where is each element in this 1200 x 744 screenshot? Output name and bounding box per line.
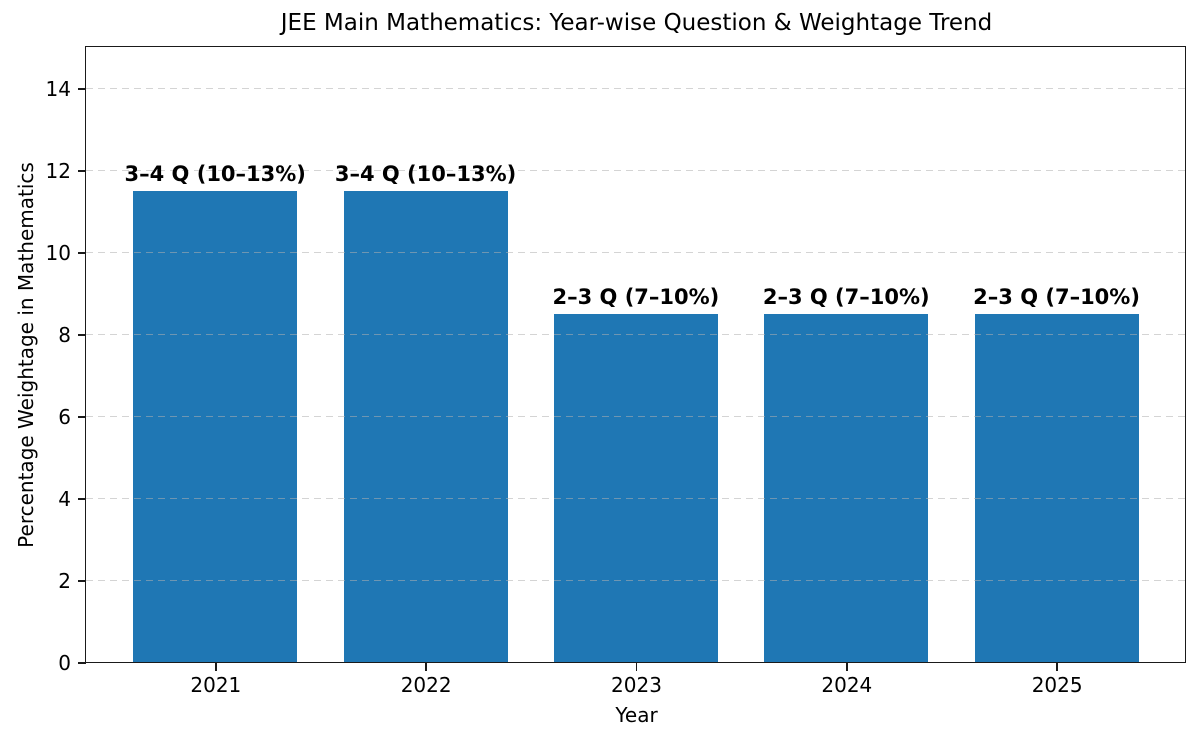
x-tick-label-2025: 2025 — [1031, 673, 1083, 697]
bar-annotation-2025: 2–3 Q (7–10%) — [973, 284, 1140, 309]
y-tick-mark-10 — [78, 252, 86, 254]
gridline-y-12 — [86, 169, 1186, 172]
y-tick-mark-6 — [78, 416, 86, 418]
y-tick-mark-4 — [78, 498, 86, 500]
y-tick-mark-8 — [78, 334, 86, 336]
bar-annotation-2024: 2–3 Q (7–10%) — [762, 284, 930, 309]
gridline-y-14 — [86, 87, 1186, 90]
y-tick-mark-14 — [78, 88, 86, 90]
x-tick-mark-2024 — [846, 663, 848, 671]
gridline-y-4 — [86, 497, 1186, 500]
x-tick-label-2021: 2021 — [190, 673, 242, 697]
plot-content: 3–4 Q (10–13%) 3–4 Q (10–13%) 2–3 Q (7–10%… — [86, 47, 1186, 663]
y-tick-label-2: 2 — [58, 569, 71, 593]
y-tick-mark-2 — [78, 580, 86, 582]
bar-2023 — [553, 313, 718, 663]
y-tick-label-6: 6 — [58, 405, 71, 429]
bar-2024 — [764, 313, 929, 663]
bar-2021 — [133, 190, 298, 663]
bar-annotation-2023: 2–3 Q (7–10%) — [552, 284, 720, 309]
x-tick-mark-2023 — [635, 663, 638, 671]
y-tick-label-12: 12 — [45, 159, 71, 183]
y-tick-label-14: 14 — [45, 77, 71, 101]
x-tick-mark-2021 — [215, 663, 217, 671]
y-tick-label-10: 10 — [45, 241, 71, 265]
plot-area: 3–4 Q (10–13%) 3–4 Q (10–13%) 2–3 Q (7–10%… — [85, 46, 1187, 664]
y-tick-label-0: 0 — [58, 651, 71, 675]
x-tick-mark-2025 — [1056, 663, 1058, 671]
y-tick-label-8: 8 — [58, 323, 71, 347]
x-axis-label: Year — [615, 703, 658, 727]
gridline-y-8 — [86, 333, 1186, 336]
x-tick-mark-2022 — [425, 663, 427, 671]
gridline-y-2 — [86, 579, 1186, 582]
y-tick-label-4: 4 — [58, 487, 71, 511]
bar-annotation-2021: 3–4 Q (10–13%) — [124, 161, 306, 186]
chart-title: JEE Main Mathematics: Year-wise Question… — [280, 10, 993, 36]
y-tick-mark-0 — [78, 662, 86, 664]
x-tick-label-2023: 2023 — [611, 673, 662, 697]
bar-annotation-2022: 3–4 Q (10–13%) — [334, 161, 517, 186]
x-tick-label-2022: 2022 — [400, 673, 452, 697]
gridline-y-6 — [86, 415, 1186, 418]
y-tick-mark-12 — [78, 170, 86, 172]
bar-2022 — [343, 190, 508, 663]
bar-2025 — [974, 313, 1139, 663]
x-tick-label-2024: 2024 — [821, 673, 873, 697]
gridline-y-10 — [86, 251, 1186, 254]
